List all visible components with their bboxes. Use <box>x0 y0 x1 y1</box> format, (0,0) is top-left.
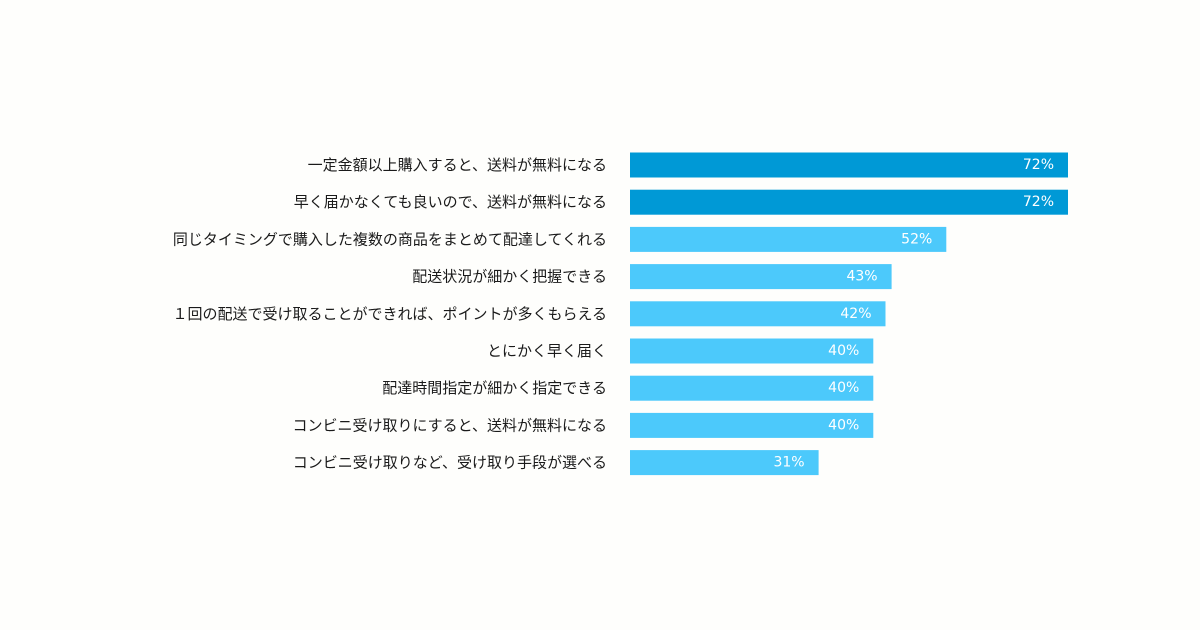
category-label-8: コンビニ受け取りにすると、送料が無料になる <box>292 416 607 434</box>
bar-5 <box>630 301 886 327</box>
value-label-7: 40% <box>828 380 859 396</box>
bar-4 <box>630 264 892 290</box>
bar-3 <box>630 226 947 252</box>
bar-6 <box>630 338 874 364</box>
bar-8 <box>630 412 874 438</box>
value-label-8: 40% <box>828 417 859 433</box>
category-labels-group: 一定金額以上購入すると、送料が無料になる早く届かなくても良いので、送料が無料にな… <box>172 156 607 472</box>
category-label-1: 一定金額以上購入すると、送料が無料になる <box>308 156 607 174</box>
category-label-5: １回の配送で受け取ることができれば、ポイントが多くもらえる <box>172 305 607 323</box>
category-label-3: 同じタイミングで購入した複数の商品をまとめて配達してくれる <box>173 230 607 248</box>
bar-7 <box>630 375 874 401</box>
value-label-3: 52% <box>901 231 932 247</box>
value-label-4: 43% <box>846 269 877 285</box>
category-label-4: 配送状況が細かく把握できる <box>412 268 607 286</box>
bar-9 <box>630 450 819 476</box>
value-label-5: 42% <box>840 306 871 322</box>
bars-group <box>630 152 1068 476</box>
value-labels-group: 72% 72% 52% 43% 42% 40% 40% 40% 31% <box>773 157 1054 471</box>
value-label-9: 31% <box>773 455 804 471</box>
value-label-2: 72% <box>1023 194 1054 210</box>
category-label-6: とにかく早く届く <box>487 342 607 360</box>
bar-1 <box>630 152 1068 178</box>
value-label-6: 40% <box>828 343 859 359</box>
bar-2 <box>630 189 1068 215</box>
category-label-7: 配達時間指定が細かく指定できる <box>382 379 607 397</box>
category-label-9: コンビニ受け取りなど、受け取り手段が選べる <box>293 454 607 472</box>
value-label-1: 72% <box>1023 157 1054 173</box>
category-label-2: 早く届かなくても良いので、送料が無料になる <box>294 193 607 211</box>
